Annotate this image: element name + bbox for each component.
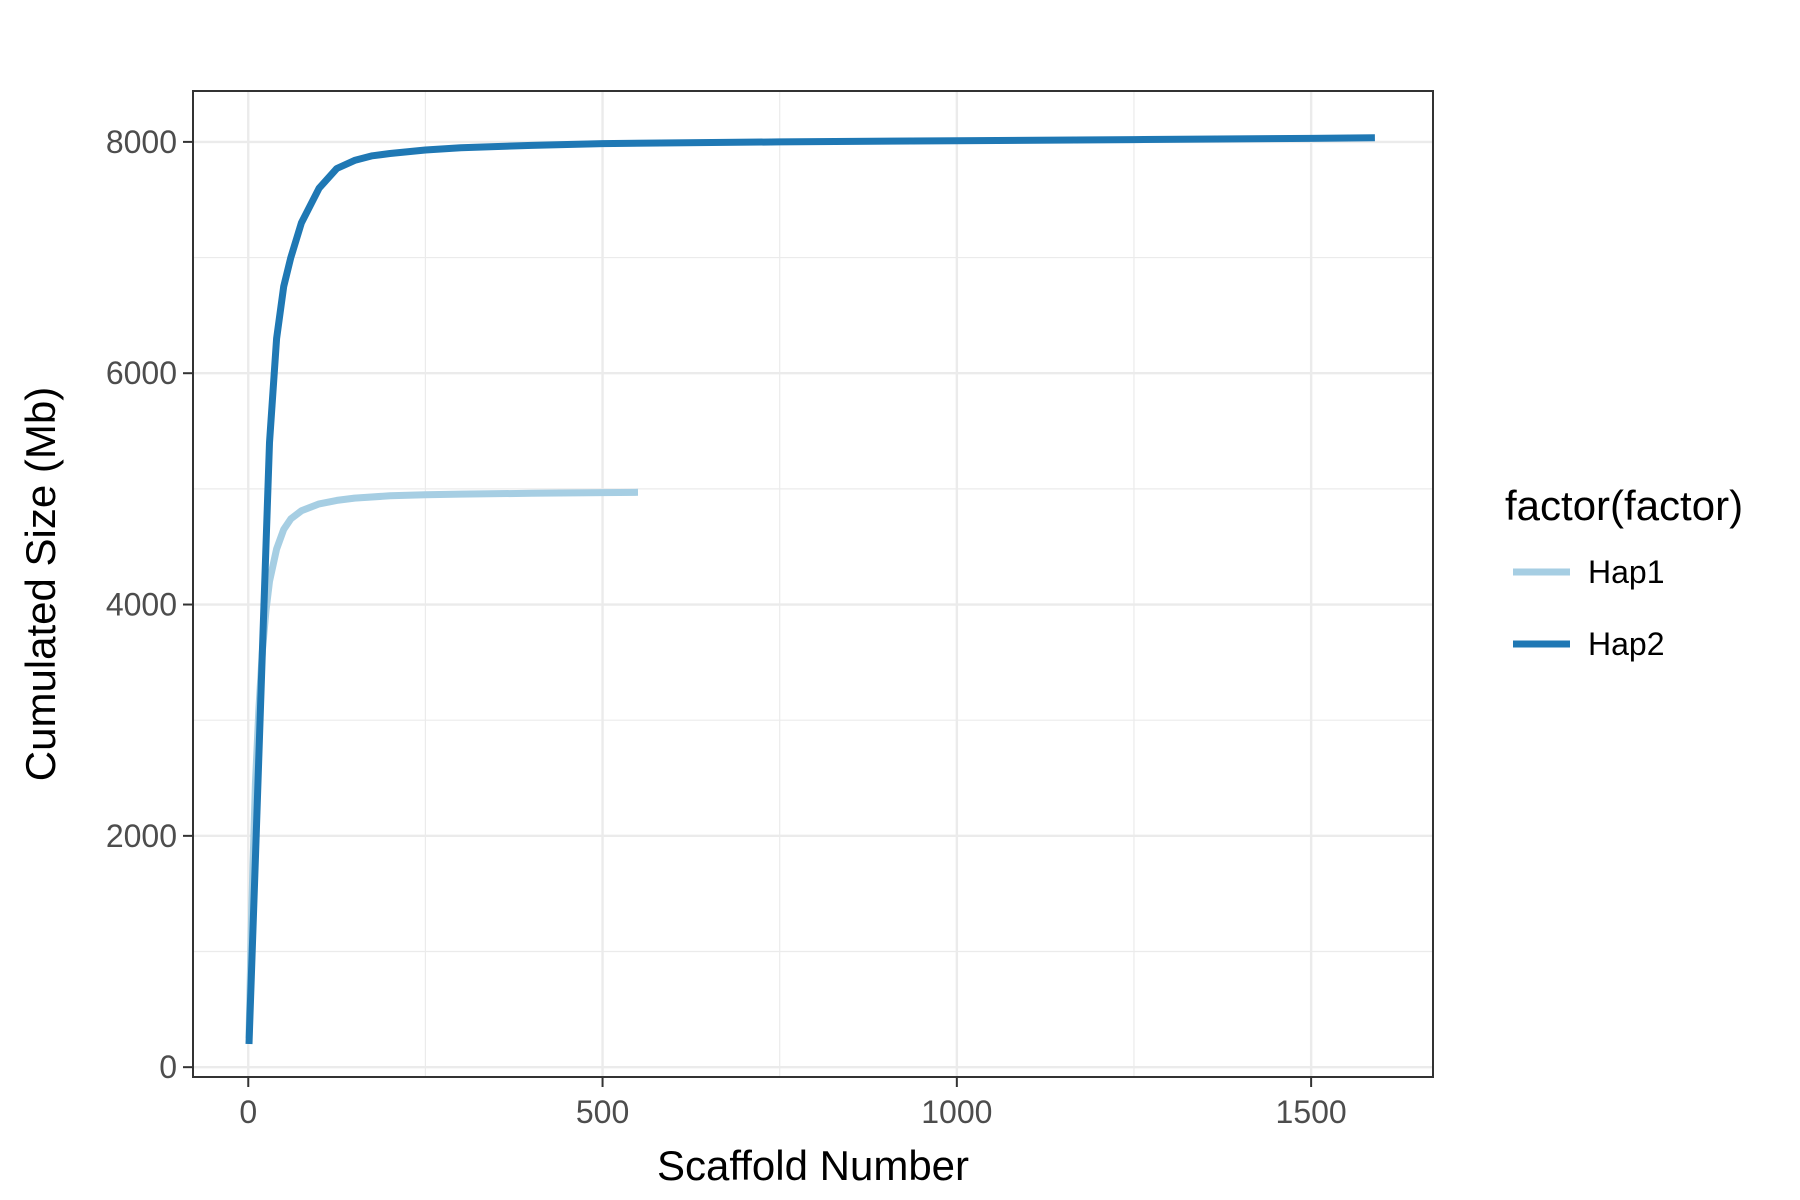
y-axis: 0 2000 4000 6000 8000 bbox=[106, 124, 193, 1085]
series-line-hap2 bbox=[245, 134, 1375, 1045]
y-tick-label: 8000 bbox=[106, 124, 177, 160]
x-axis: 0 500 1000 1500 bbox=[239, 1077, 1347, 1130]
legend: factor(factor) Hap1 Hap2 bbox=[1505, 482, 1743, 662]
plot-panel bbox=[193, 91, 1433, 1077]
plot-border bbox=[192, 90, 1434, 1078]
legend-label-hap2: Hap2 bbox=[1588, 626, 1665, 662]
grid-minor bbox=[193, 91, 1433, 1077]
y-tick-label: 6000 bbox=[106, 355, 177, 391]
legend-title: factor(factor) bbox=[1505, 482, 1743, 529]
y-tick-label: 0 bbox=[159, 1049, 177, 1085]
y-tick-label: 2000 bbox=[106, 818, 177, 854]
legend-label-hap1: Hap1 bbox=[1588, 554, 1665, 590]
x-tick-label: 0 bbox=[239, 1094, 257, 1130]
series-lines bbox=[245, 134, 1375, 1045]
grid-major bbox=[193, 91, 1433, 1077]
x-tick-label: 1000 bbox=[921, 1094, 992, 1130]
y-axis-title: Cumulated Size (Mb) bbox=[17, 387, 64, 781]
y-tick-label: 4000 bbox=[106, 587, 177, 623]
x-axis-title: Scaffold Number bbox=[657, 1142, 969, 1189]
x-tick-label: 500 bbox=[576, 1094, 629, 1130]
x-tick-label: 1500 bbox=[1276, 1094, 1347, 1130]
